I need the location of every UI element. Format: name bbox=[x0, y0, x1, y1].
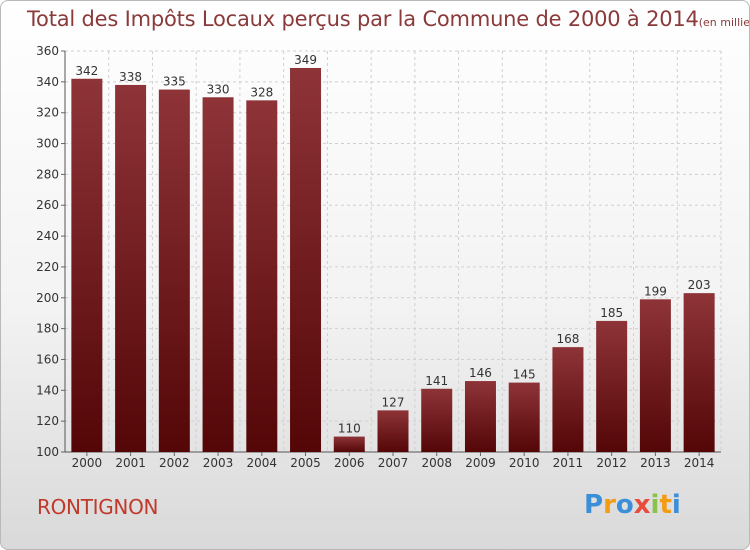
bar-2013 bbox=[639, 299, 671, 452]
y-tick-label-200: 200 bbox=[36, 291, 59, 305]
axes: 100 120 140 160 180 200 220 240 260 280 300 320 340 3… bbox=[36, 44, 721, 470]
chart-title-text: Total des Impôts Locaux perçus par la Co… bbox=[27, 7, 699, 31]
bar-2010 bbox=[508, 382, 540, 452]
x-tick-label-2001: 2001 bbox=[115, 456, 146, 470]
y-tick-label-300: 300 bbox=[36, 137, 59, 151]
y-tick-label-320: 320 bbox=[36, 106, 59, 120]
y-tick-label-340: 340 bbox=[36, 75, 59, 89]
bars bbox=[71, 67, 715, 453]
value-label-2008: 141 bbox=[425, 374, 448, 388]
value-label-2006: 110 bbox=[338, 422, 361, 436]
value-label-2013: 199 bbox=[644, 284, 667, 298]
y-tick-label-140: 140 bbox=[36, 383, 59, 397]
y-tick-label-160: 160 bbox=[36, 352, 59, 366]
bar-2006 bbox=[333, 436, 365, 452]
x-tick-label-2007: 2007 bbox=[378, 456, 409, 470]
bar-2002 bbox=[158, 89, 190, 453]
value-label-2010: 145 bbox=[513, 368, 536, 382]
x-tick-label-2012: 2012 bbox=[596, 456, 627, 470]
y-tick-label-360: 360 bbox=[36, 44, 59, 58]
x-tick-label-2014: 2014 bbox=[684, 456, 715, 470]
chart-unit: (en milliers d'€) bbox=[698, 16, 750, 29]
value-label-2004: 328 bbox=[250, 85, 273, 99]
x-tick-label-2002: 2002 bbox=[159, 456, 190, 470]
bar-2012 bbox=[596, 320, 628, 452]
value-label-2011: 168 bbox=[556, 332, 579, 346]
x-tick-label-2008: 2008 bbox=[421, 456, 452, 470]
commune-name: RONTIGNON bbox=[37, 495, 159, 519]
bar-2009 bbox=[464, 381, 496, 452]
x-tick-label-2013: 2013 bbox=[640, 456, 671, 470]
y-tick-label-120: 120 bbox=[36, 414, 59, 428]
chart-title: Total des Impôts Locaux perçus par la Co… bbox=[27, 7, 750, 31]
bar-2001 bbox=[115, 84, 147, 452]
x-tick-label-2011: 2011 bbox=[553, 456, 584, 470]
value-label-2012: 185 bbox=[600, 306, 623, 320]
data-labels: 342 338 335 330 328 349 110 127 141 146 145 168 185 1… bbox=[75, 53, 710, 436]
value-label-2009: 146 bbox=[469, 366, 492, 380]
bar-2014 bbox=[683, 293, 715, 452]
proxiti-logo: Proxiti bbox=[584, 490, 681, 520]
x-tick-label-2000: 2000 bbox=[72, 456, 103, 470]
y-tick-label-100: 100 bbox=[36, 445, 59, 459]
y-tick-label-280: 280 bbox=[36, 167, 59, 181]
y-tick-label-260: 260 bbox=[36, 198, 59, 212]
x-tick-label-2006: 2006 bbox=[334, 456, 365, 470]
bar-2000 bbox=[71, 78, 103, 452]
value-label-2014: 203 bbox=[688, 278, 711, 292]
value-label-2000: 342 bbox=[75, 64, 98, 78]
y-tick-label-180: 180 bbox=[36, 322, 59, 336]
value-label-2001: 338 bbox=[119, 70, 142, 84]
value-label-2003: 330 bbox=[207, 82, 230, 96]
bar-2007 bbox=[377, 410, 409, 452]
bar-2003 bbox=[202, 97, 234, 453]
value-label-2007: 127 bbox=[382, 395, 405, 409]
x-tick-label-2004: 2004 bbox=[247, 456, 278, 470]
value-label-2002: 335 bbox=[163, 75, 186, 89]
bar-2004 bbox=[246, 100, 278, 452]
x-tick-label-2010: 2010 bbox=[509, 456, 540, 470]
value-label-2005: 349 bbox=[294, 53, 317, 67]
x-tick-label-2005: 2005 bbox=[290, 456, 321, 470]
bar-2008 bbox=[421, 388, 453, 452]
bar-2011 bbox=[552, 347, 584, 452]
y-tick-label-240: 240 bbox=[36, 229, 59, 243]
y-tick-label-220: 220 bbox=[36, 260, 59, 274]
x-tick-label-2003: 2003 bbox=[203, 456, 234, 470]
bar-2005 bbox=[290, 67, 322, 452]
x-tick-label-2009: 2009 bbox=[465, 456, 496, 470]
